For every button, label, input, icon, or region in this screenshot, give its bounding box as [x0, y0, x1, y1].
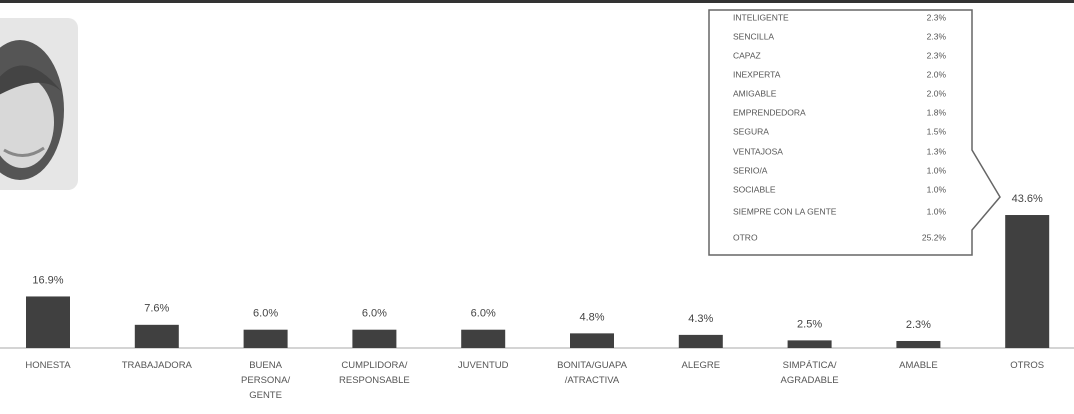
x-tick-label: TRABAJADORA — [121, 360, 192, 371]
callout-label: INEXPERTA — [733, 69, 781, 79]
callout-value: 1.3% — [927, 146, 947, 156]
callout-label: INTELIGENTE — [733, 12, 789, 22]
value-label: 43.6% — [1012, 193, 1043, 205]
callout-value: 1.5% — [927, 126, 947, 136]
callout-value: 2.0% — [927, 88, 947, 98]
value-label: 6.0% — [362, 308, 387, 320]
x-tick-label: BUENA PERSONA/ GENTE — [241, 360, 291, 401]
x-tick-label: OTROS — [1010, 360, 1045, 371]
x-tick-label: ALEGRE — [681, 360, 721, 371]
callout-label: CAPAZ — [733, 50, 761, 60]
value-label: 16.9% — [32, 274, 63, 286]
callout-box — [708, 9, 1001, 256]
callout-value: 25.2% — [922, 232, 947, 242]
value-label: 2.5% — [797, 318, 822, 330]
value-label: 6.0% — [471, 308, 496, 320]
bar — [461, 329, 506, 348]
value-label: 7.6% — [144, 303, 169, 315]
bar — [678, 334, 723, 348]
callout-value: 1.0% — [927, 165, 947, 175]
x-tick-label: AMABLE — [899, 360, 938, 371]
callout-label: SOCIABLE — [733, 184, 776, 194]
bar — [1005, 215, 1050, 348]
callout-label: SERIO/A — [733, 165, 768, 175]
x-tick-label: BONITA/GUAPA /ATRACTIVA — [557, 360, 627, 386]
photo — [0, 18, 78, 190]
x-tick-label: JUVENTUD — [457, 360, 509, 371]
bar — [570, 333, 614, 348]
callout-label: EMPRENDEDORA — [733, 107, 806, 117]
bar — [26, 296, 70, 348]
callout-value: 2.3% — [927, 50, 947, 60]
callout-label: OTRO — [733, 232, 758, 242]
bar — [352, 329, 397, 348]
callout-value: 1.8% — [927, 107, 947, 117]
callout-label: AMIGABLE — [733, 88, 777, 98]
value-label: 4.8% — [579, 311, 604, 323]
x-tick-label: CUMPLIDORA/ RESPONSABLE — [339, 360, 410, 386]
callout-label: SEGURA — [733, 126, 769, 136]
top-rule — [0, 0, 1074, 3]
callout-label: VENTAJOSA — [733, 146, 783, 156]
value-label: 4.3% — [688, 313, 713, 325]
x-tick-label: HONESTA — [25, 360, 71, 371]
callout-value: 1.0% — [927, 206, 947, 216]
callout-value: 2.0% — [927, 69, 947, 79]
value-label: 6.0% — [253, 308, 278, 320]
value-label: 2.3% — [906, 319, 931, 331]
bar — [896, 340, 941, 348]
callout-label: SENCILLA — [733, 31, 774, 41]
bar — [134, 324, 179, 348]
callout-value: 2.3% — [927, 31, 947, 41]
callout-value: 1.0% — [927, 184, 947, 194]
callout-label: SIEMPRE CON LA GENTE — [733, 206, 837, 216]
callout-value: 2.3% — [927, 12, 947, 22]
x-tick-label: SIMPÁTICA/ AGRADABLE — [780, 360, 839, 386]
bar — [243, 329, 288, 348]
bar — [787, 340, 832, 348]
